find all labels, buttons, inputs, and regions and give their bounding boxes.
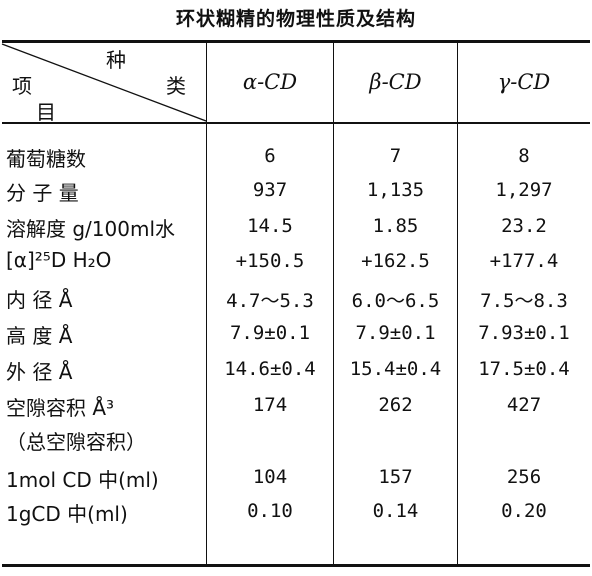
column-header-gamma: γ-CD [497,70,551,94]
row-cavity-volume-value: 427 [506,394,542,416]
row-cavity-volume-value: 174 [252,394,288,416]
row-per-gram-value: 0.10 [247,500,293,522]
row-per-gram-value: 0.14 [372,500,419,522]
row-glucose-count-value: 8 [518,145,530,167]
row-per-mol-value: 157 [378,466,413,488]
row-height-value: 7.9±0.1 [355,322,436,344]
row-outer-diameter-value: 15.4±0.4 [349,358,442,380]
row-glucose-count-value: 7 [389,145,402,167]
row-glucose-count-label: 葡萄糖数 [6,147,86,171]
row-optical-rotation-value: +162.5 [361,250,430,272]
row-glucose-count-value: 6 [264,145,276,167]
row-height-label: 高 度 Å [6,324,73,348]
row-cavity-volume-label: 空隙容积 Å³ [6,396,115,420]
row-cavity-volume-value: 262 [378,394,413,416]
row-outer-diameter-label: 外 径 Å [6,360,73,384]
row-inner-diameter-value: 7.5～8.3 [480,290,568,312]
corner-label-kind: 种 [106,48,126,72]
row-optical-rotation-value: +150.5 [235,250,305,272]
row-per-gram-label: 1gCD 中(ml) [6,502,128,526]
column-header-beta: β-CD [369,70,422,94]
row-solubility-label: 溶解度 g/100ml水 [6,217,176,241]
row-per-gram-value: 0.20 [501,500,547,522]
corner-diagonal [1,43,206,122]
row-molecular-weight-value: 1,297 [495,179,553,201]
row-solubility-value: 1.85 [372,215,419,237]
row-per-mol-label: 1mol CD 中(ml) [6,468,159,492]
column-header-alpha: α-CD [242,70,298,94]
row-optical-rotation-label: [α]²⁵D H₂O [6,248,112,272]
row-height-value: 7.9±0.1 [229,322,311,344]
row-per-mol-value: 256 [506,466,542,488]
row-outer-diameter-value: 14.6±0.4 [224,358,316,380]
header-rule [2,122,590,124]
row-optical-rotation-value: +177.4 [489,250,559,272]
row-solubility-value: 14.5 [247,215,293,237]
row-total-cavity-volume-label: （总空隙容积） [6,430,146,454]
column-divider [457,43,459,564]
row-height-value: 7.93±0.1 [478,322,570,344]
corner-label-item: 项 [12,74,32,98]
column-divider [333,43,335,564]
row-inner-diameter-label: 内 径 Å [6,288,73,312]
row-per-mol-value: 104 [252,466,288,488]
row-molecular-weight-label: 分 子 量 [6,181,79,205]
row-molecular-weight-value: 1,135 [366,179,425,201]
corner-label-entry: 目 [36,100,56,124]
row-outer-diameter-value: 17.5±0.4 [478,358,570,380]
row-molecular-weight-value: 937 [252,179,288,201]
row-inner-diameter-value: 6.0～6.5 [351,290,440,312]
column-divider [206,43,208,564]
row-inner-diameter-value: 4.7～5.3 [226,290,314,312]
corner-label-type: 类 [166,74,186,98]
table-caption: 环状糊精的物理性质及结构 [175,8,416,30]
top-rule [2,40,590,43]
bottom-rule [2,564,590,567]
row-solubility-value: 23.2 [501,215,547,237]
